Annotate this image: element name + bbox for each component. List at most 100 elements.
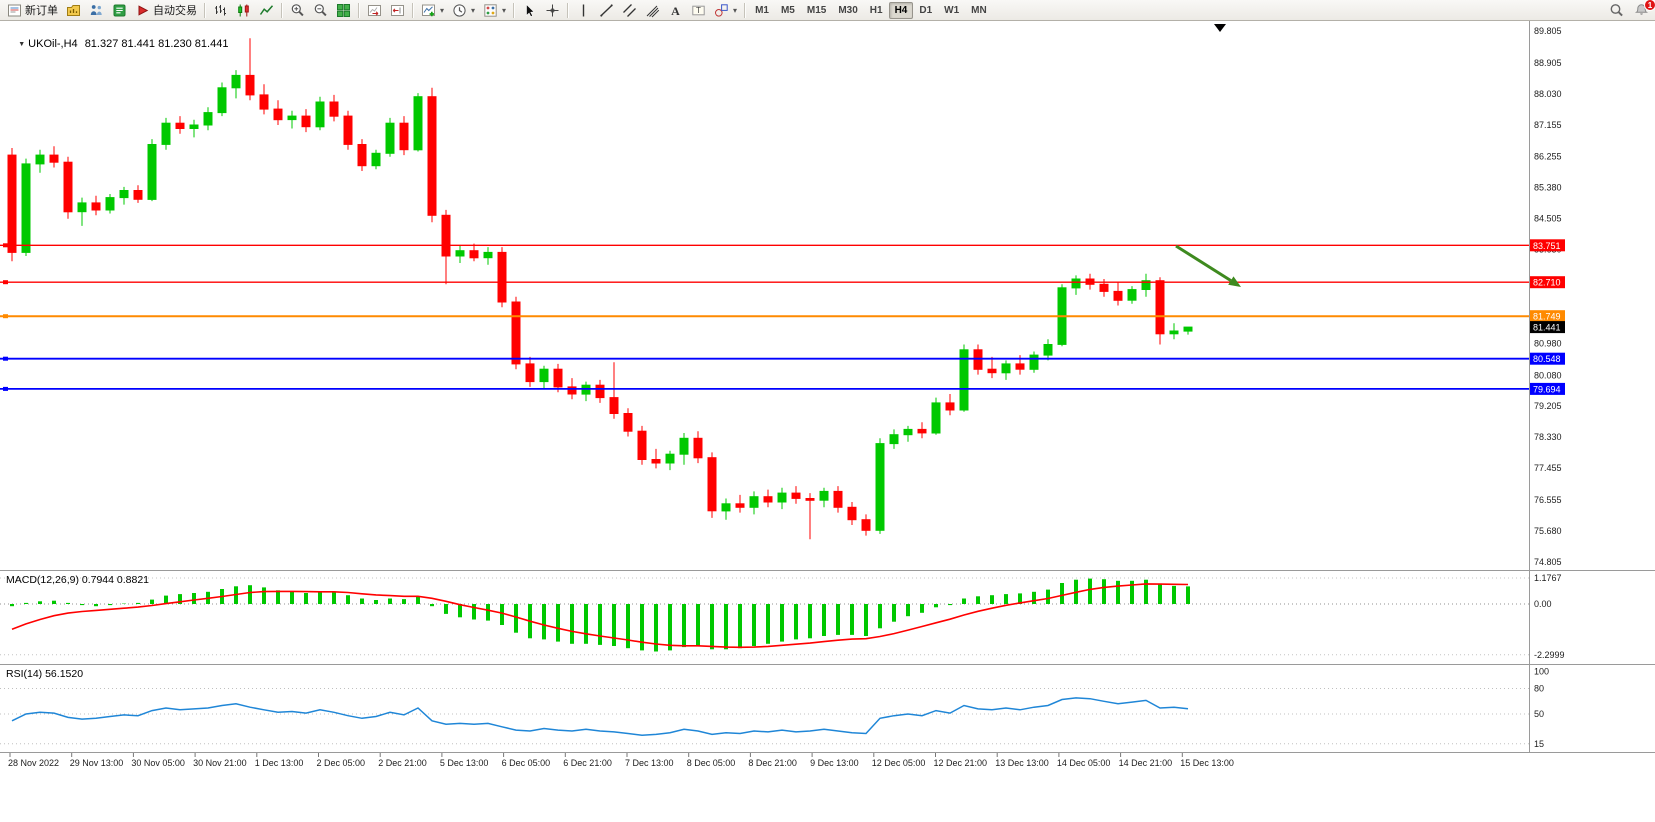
time-tick-label: 14 Dec 21:00	[1119, 758, 1173, 768]
pitchfork-icon	[645, 3, 660, 18]
price-tick-label: 77.455	[1534, 463, 1562, 473]
svg-text:15: 15	[1534, 739, 1544, 749]
timeframe-h1-button[interactable]: H1	[869, 4, 883, 16]
time-tick-label: 1 Dec 13:00	[255, 758, 304, 768]
chart-shift-button[interactable]	[386, 1, 409, 20]
toolbar-separator	[567, 2, 570, 18]
autotrading-button-label: 自动交易	[153, 5, 197, 17]
market-watch-button[interactable]	[85, 1, 108, 20]
ohlc-values: 81.327 81.441 81.230 81.441	[84, 38, 229, 50]
time-tick-label: 5 Dec 13:00	[440, 758, 489, 768]
zoom-in-button[interactable]	[286, 1, 309, 20]
one-click-trading-icon[interactable]: ▼	[18, 41, 26, 48]
toolbar-separator	[412, 2, 414, 18]
time-tick-label: 8 Dec 21:00	[748, 758, 797, 768]
timeframe-m15-button[interactable]: M15	[806, 4, 827, 16]
search-icon	[1609, 3, 1624, 18]
price-tick-label: 87.155	[1534, 120, 1562, 130]
rsi-scale[interactable]: 100 80 50 15	[1534, 667, 1549, 749]
data-window-button[interactable]	[108, 1, 131, 20]
tile-windows-button[interactable]	[332, 1, 355, 20]
price-tick-label: 88.030	[1534, 89, 1562, 99]
macd-indicator-label: MACD(12,26,9) 0.7944 0.8821	[6, 574, 150, 586]
time-tick-label: 8 Dec 05:00	[687, 758, 736, 768]
timeframe-h4-button[interactable]: H4	[888, 1, 914, 19]
equidistant-channel-button[interactable]	[618, 1, 641, 20]
shapes-button[interactable]: ▾	[710, 1, 741, 20]
rsi-grid	[0, 688, 1529, 745]
svg-text:0.00: 0.00	[1534, 599, 1552, 609]
zoom-out-button[interactable]	[309, 1, 332, 20]
line-anchor[interactable]	[3, 356, 8, 361]
timeframe-mn-button[interactable]: MN	[971, 4, 987, 16]
crosshair-icon	[545, 3, 560, 18]
line-anchor[interactable]	[3, 243, 8, 248]
indicators-button[interactable]: ▾	[417, 1, 448, 20]
zoom-out-icon	[313, 3, 328, 18]
price-tick-label: 85.380	[1534, 183, 1562, 193]
time-tick-label: 2 Dec 05:00	[317, 758, 366, 768]
price-tick-label: 88.905	[1534, 58, 1562, 68]
trend-arrow-annotation[interactable]	[1175, 244, 1241, 287]
profiles-icon	[66, 3, 81, 18]
svg-text:A: A	[671, 4, 680, 18]
toolbar-separator	[204, 2, 206, 18]
price-tick-label: 80.980	[1534, 338, 1562, 348]
text-label-button[interactable]: T	[687, 1, 710, 20]
macd-scale[interactable]: 1.1767 0.00 -2.2999	[1534, 573, 1565, 660]
time-tick-label: 14 Dec 05:00	[1057, 758, 1111, 768]
autotrading-icon	[135, 3, 150, 18]
periods-button[interactable]: ▾	[448, 1, 479, 20]
autotrading-button[interactable]: 自动交易	[131, 1, 201, 20]
bar-chart-icon	[213, 3, 228, 18]
chevron-down-icon: ▾	[502, 5, 507, 15]
profiles-button[interactable]	[62, 1, 85, 20]
price-scale[interactable]: 89.805 88.905 88.030 87.155 86.255 85.380 84.5…	[1534, 26, 1562, 567]
data-window-icon	[112, 3, 127, 18]
templates-button[interactable]: ▾	[479, 1, 510, 20]
timeframe-m1-button[interactable]: M1	[755, 4, 769, 16]
cursor-button[interactable]	[518, 1, 541, 20]
timeframe-d1-button[interactable]: D1	[919, 4, 933, 16]
chevron-down-icon: ▾	[733, 5, 738, 15]
notifications-button[interactable]: 1	[1633, 0, 1655, 19]
rsi-indicator-label: RSI(14) 56.1520	[6, 668, 84, 680]
line-anchor[interactable]	[3, 314, 8, 319]
macd-signal-line	[11, 583, 1189, 649]
pane-separators	[0, 21, 1655, 753]
price-tick-label: 86.255	[1534, 152, 1562, 162]
search-button[interactable]	[1608, 2, 1625, 19]
cursor-icon	[522, 3, 537, 18]
candlestick-chart-button[interactable]	[232, 1, 255, 20]
timeframe-w1-button[interactable]: W1	[944, 4, 960, 16]
text-button[interactable]: A	[664, 1, 687, 20]
toolbar-separator	[513, 2, 516, 18]
macd-histogram	[10, 578, 1190, 652]
trendline-button[interactable]	[595, 1, 618, 20]
text-icon: A	[668, 3, 683, 18]
line-anchor[interactable]	[3, 386, 8, 391]
new-order-button[interactable]: 新订单	[3, 1, 62, 20]
price-badges: 83.751 82.710 81.749 80.548 79.694 81.441	[1530, 239, 1565, 395]
andrews-pitchfork-button[interactable]	[641, 1, 664, 20]
chart-shift-marker[interactable]	[1214, 24, 1226, 32]
crosshair-button[interactable]	[541, 1, 564, 20]
timeframe-m5-button[interactable]: M5	[780, 4, 795, 16]
vertical-line-button[interactable]	[572, 1, 595, 20]
shapes-icon	[714, 3, 729, 18]
timeframe-m30-button[interactable]: M30	[838, 4, 858, 16]
label-icon: T	[691, 3, 706, 18]
chevron-down-icon: ▾	[440, 5, 445, 15]
chart-shift-icon	[390, 3, 405, 18]
toolbar-separator	[281, 2, 283, 18]
macd-grid	[0, 577, 1529, 656]
svg-text:T: T	[696, 6, 701, 15]
auto-scroll-button[interactable]	[363, 1, 386, 20]
svg-text:82.710: 82.710	[1533, 278, 1561, 288]
svg-text:79.694: 79.694	[1533, 384, 1561, 394]
time-scale[interactable]: 28 Nov 2022 29 Nov 13:00 30 Nov 05:00 30 No…	[8, 753, 1234, 768]
bar-chart-button[interactable]	[209, 1, 232, 20]
line-anchor[interactable]	[3, 280, 8, 285]
line-chart-button[interactable]	[255, 1, 278, 20]
